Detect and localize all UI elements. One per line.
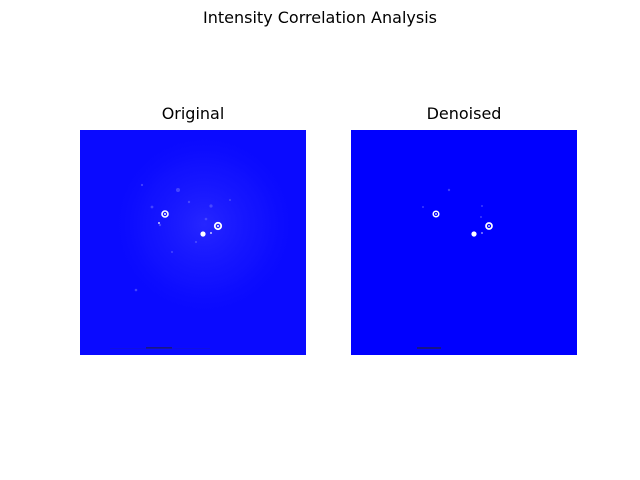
original-haze xyxy=(80,130,306,355)
denoised-image-canvas xyxy=(351,130,577,355)
denoised-bright-spots xyxy=(432,210,493,237)
denoised-background xyxy=(351,130,577,355)
original-image-canvas xyxy=(80,130,306,355)
panel-title-original: Original xyxy=(161,104,225,123)
denoised-speckles xyxy=(422,188,483,218)
original-image xyxy=(80,130,306,355)
figure-title: Intensity Correlation Analysis xyxy=(203,8,437,27)
original-bright-spots xyxy=(158,210,223,237)
original-speckles xyxy=(134,183,231,292)
denoised-image xyxy=(351,130,577,355)
original-bottom-line xyxy=(110,348,210,349)
panel-title-denoised: Denoised xyxy=(426,104,502,123)
denoised-scale-bar xyxy=(417,347,441,349)
